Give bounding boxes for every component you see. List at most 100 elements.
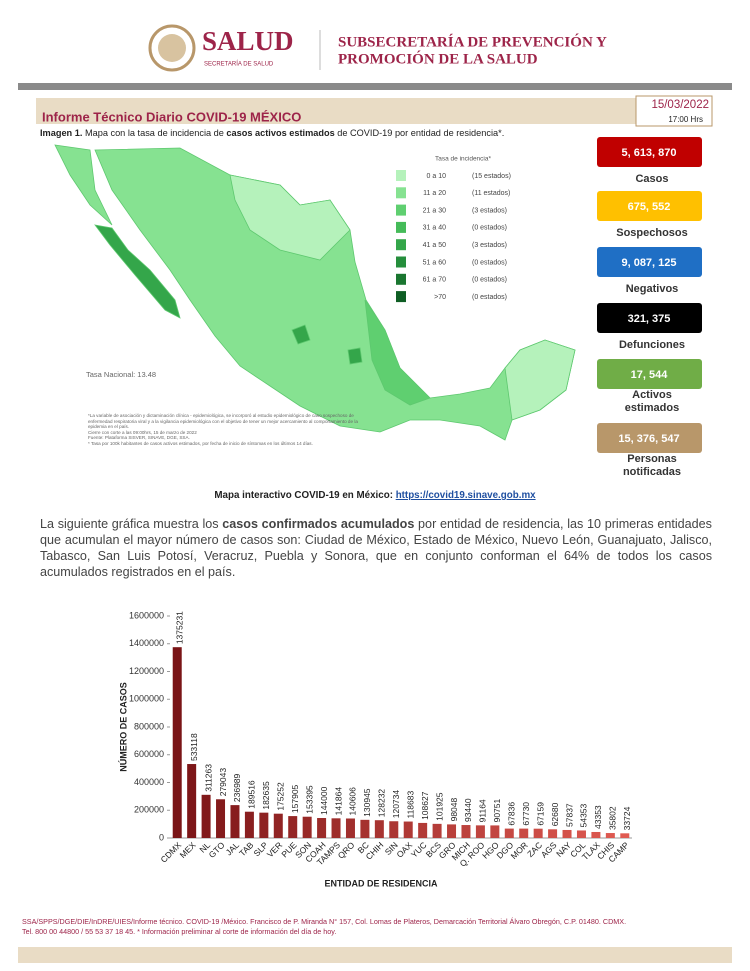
value-label: 120734: [391, 790, 401, 819]
bar: [244, 811, 254, 838]
value-label: 91164: [478, 799, 488, 822]
legend-label: 11 a 20: [423, 190, 446, 197]
legend-label: 0 a 10: [427, 173, 447, 180]
x-axis-label: ENTIDAD DE RESIDENCIA: [324, 878, 438, 888]
link-line: Mapa interactivo COVID-19 en México: htt…: [0, 490, 750, 501]
value-label: 43353: [593, 805, 603, 829]
x-tick-label: MEX: [178, 840, 198, 860]
value-label: 118683: [405, 791, 415, 819]
logo-title: SALUD: [202, 26, 294, 56]
y-tick-label: 600000: [134, 749, 164, 759]
value-label: 153395: [304, 785, 314, 814]
report-time: 17:00 Hrs: [668, 115, 703, 124]
value-label: 175252: [276, 782, 286, 811]
bar: [519, 828, 529, 838]
stat-box: [597, 303, 702, 333]
stat-label: Activos estimados: [625, 389, 679, 414]
value-label: 33724: [622, 806, 632, 830]
stat-box: [597, 359, 702, 389]
caption-bold: casos activos estimados: [226, 128, 335, 138]
map: [54, 144, 576, 441]
paragraph-bold: casos confirmados acumulados: [222, 517, 415, 531]
map-legend: 0 a 10 (15 estados) 11 a 20 (11 estados) 21 …: [396, 170, 511, 303]
stat-label: Casos: [635, 173, 668, 185]
bar: [172, 647, 182, 838]
note: * Tasa por 100k habitantes de casos acti…: [88, 440, 313, 446]
bar: [418, 822, 428, 838]
value-label: 1375231: [174, 611, 184, 644]
bar: [360, 819, 370, 838]
bar: [432, 823, 442, 838]
legend-title: Tasa de incidencia*: [435, 156, 491, 163]
stat-box: [597, 137, 702, 167]
y-tick-label: 1000000: [129, 694, 164, 704]
legend-count: (15 estados): [472, 173, 511, 180]
bar: [620, 833, 630, 838]
legend-label: 41 a 50: [423, 242, 446, 249]
value-label: 108627: [420, 791, 430, 820]
bar: [374, 820, 384, 838]
bar: [591, 831, 601, 838]
legend-label: 51 a 60: [423, 259, 446, 266]
header-bar: [18, 83, 732, 90]
footer-band: [18, 947, 732, 963]
stat-panel: 5, 613, 870 Casos 675, 552 Sospechosos 9, 08…: [597, 137, 702, 478]
bar: [230, 805, 240, 838]
value-label: 98048: [449, 797, 459, 821]
note: *La variable de asociación y dictaminaci…: [88, 413, 358, 430]
bar: [216, 799, 226, 838]
value-label: 279043: [218, 768, 228, 797]
value-label: 93440: [463, 798, 473, 822]
legend-count: (0 estados): [472, 225, 507, 232]
stat-box: [597, 191, 702, 221]
report-title: Informe Técnico Diario COVID-19 MÉXICO: [42, 109, 301, 124]
value-label: 54353: [579, 804, 589, 828]
legend-label: 61 a 70: [423, 277, 446, 284]
legend-count: (0 estados): [472, 259, 507, 266]
bar: [201, 794, 211, 838]
caption-lead: Imagen 1.: [40, 128, 83, 138]
stat-value: 9, 087, 125: [621, 257, 676, 269]
value-label: 189516: [247, 780, 257, 809]
paragraph-text: por entidad de residencia, las 10 primer…: [40, 517, 712, 579]
note: Cierre con corte a las 09:00hrs, 15 de m…: [88, 429, 197, 435]
date-box: [635, 95, 713, 127]
banner: [36, 98, 676, 124]
legend-count: (11 estados): [472, 190, 510, 197]
value-label: 62680: [550, 802, 560, 826]
stat-value: 321, 375: [628, 313, 671, 325]
logo-subtitle: SECRETARÍA DE SALUD: [204, 61, 274, 68]
link-url[interactable]: https://covid19.sinave.gob.mx: [395, 490, 536, 501]
bar: [533, 828, 543, 838]
value-label: 533118: [189, 733, 199, 761]
footer-line: SSA/SPPS/DGE/DIE/InDRE/UIES/Informe técn…: [22, 917, 627, 926]
value-label: 101925: [434, 792, 444, 821]
national-rate: Tasa Nacional: 13.48: [86, 370, 156, 379]
stat-value: 675, 552: [628, 201, 671, 213]
value-label: 67836: [507, 802, 517, 826]
chart: 0 200000 400000 600000 800000 1000000 1200000 1…: [117, 610, 632, 888]
paragraph-text: La siguiente gráfica muestra los: [40, 517, 223, 531]
stat-box: [597, 423, 702, 453]
caption-text: de COVID-19 por entidad de residencia*.: [334, 128, 505, 138]
y-tick-label: 400000: [134, 777, 164, 787]
y-tick-label: 800000: [134, 721, 164, 731]
value-label: 57837: [564, 803, 574, 827]
bar: [331, 818, 341, 838]
paragraph: La siguiente gráfica muestra los casos c…: [40, 516, 712, 580]
y-tick-label: 0: [159, 832, 164, 842]
legend-swatch: [396, 291, 406, 303]
org-line: SUBSECRETARÍA DE PREVENCIÓN Y: [338, 33, 607, 50]
y-tick-label: 1200000: [129, 666, 164, 676]
bar: [317, 818, 327, 838]
value-label: 311263: [203, 764, 213, 792]
map-notes: *La variable de asociación y dictaminaci…: [88, 413, 358, 447]
legend-swatch: [396, 239, 406, 251]
bar: [576, 830, 586, 838]
value-label: 182635: [261, 781, 271, 810]
report-date: 15/03/2022: [651, 99, 709, 111]
legend-count: (3 estados): [472, 242, 507, 249]
stat-label: Personas notificadas: [623, 453, 681, 478]
value-label: 90751: [492, 798, 502, 822]
